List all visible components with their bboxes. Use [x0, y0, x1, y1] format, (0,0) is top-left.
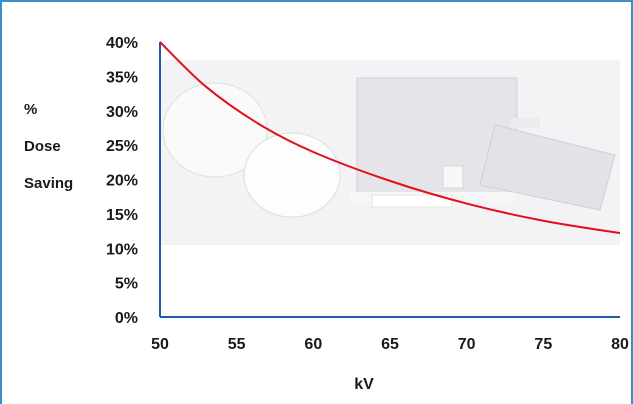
y-tick-label: 15% [106, 207, 138, 224]
x-tick-label: 70 [458, 336, 476, 353]
y-tick-label: 20% [106, 173, 138, 190]
x-tick-label: 60 [304, 336, 322, 353]
y-tick-label: 10% [106, 241, 138, 258]
photo-disc-2 [243, 132, 341, 218]
y-tick-label: 40% [106, 35, 138, 52]
y-axis-label-line: Dose [24, 138, 61, 155]
y-tick-label: 0% [115, 310, 138, 327]
x-tick-label: 80 [611, 336, 629, 353]
y-axis-label-line: Saving [24, 175, 73, 192]
x-tick-label: 65 [381, 336, 399, 353]
photo-label-tag [442, 165, 464, 189]
x-axis-label: kV [354, 376, 374, 393]
y-tick-label: 30% [106, 104, 138, 121]
photo-plate-clip [510, 118, 540, 128]
x-tick-label: 50 [151, 336, 169, 353]
photo-small-plate [479, 124, 616, 211]
y-tick-label: 25% [106, 138, 138, 155]
x-tick-label: 55 [228, 336, 246, 353]
y-axis-label-line: % [24, 101, 37, 118]
dose-saving-line [159, 41, 621, 235]
y-tick-label: 35% [106, 69, 138, 86]
product-photo [160, 60, 620, 245]
y-tick-label: 5% [115, 276, 138, 293]
photo-cassette-edge [371, 194, 453, 208]
x-tick-label: 75 [534, 336, 552, 353]
